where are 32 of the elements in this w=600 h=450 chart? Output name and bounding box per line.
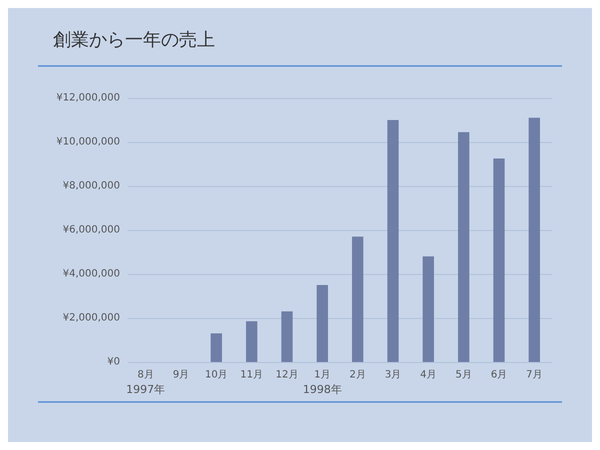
- bar: [458, 132, 470, 362]
- bar: [352, 236, 364, 362]
- bar: [246, 321, 258, 362]
- x-tick-label: 7月: [526, 370, 543, 380]
- x-tick-label: 1月: [314, 370, 331, 380]
- y-tick-label: ¥6,000,000: [62, 224, 120, 236]
- y-tick-label: ¥2,000,000: [62, 312, 120, 324]
- x-tick-label: 6月: [490, 370, 508, 380]
- bar: [422, 256, 434, 362]
- bar: [210, 333, 222, 362]
- y-tick-label: ¥12,000,000: [56, 92, 120, 104]
- bar: [281, 311, 293, 362]
- text: 1997年: [126, 383, 166, 396]
- x-tick-label: 9月: [172, 370, 190, 380]
- x-tick-label: 11月: [240, 370, 264, 380]
- x-tick-label: 5月: [455, 370, 472, 380]
- bar: [316, 285, 328, 362]
- bar: [387, 120, 399, 362]
- x-tick-label: 8月: [137, 370, 154, 380]
- bar: [493, 158, 505, 362]
- y-tick-label: ¥4,000,000: [62, 268, 120, 280]
- x-tick-label: 2月: [349, 370, 366, 380]
- x-tick-label: 10月: [204, 370, 228, 380]
- y-tick-label: ¥8,000,000: [62, 180, 120, 192]
- y-tick-label: ¥0: [107, 356, 120, 368]
- x-tick-label: 4月: [420, 370, 437, 380]
- x-tick-label: 12月: [276, 370, 298, 380]
- chart-title: 創業から一年の売上: [53, 30, 215, 50]
- text: 1998年: [302, 383, 342, 396]
- y-tick-label: ¥10,000,000: [56, 136, 120, 148]
- bar: [528, 118, 540, 362]
- x-tick-label: 3月: [384, 370, 402, 380]
